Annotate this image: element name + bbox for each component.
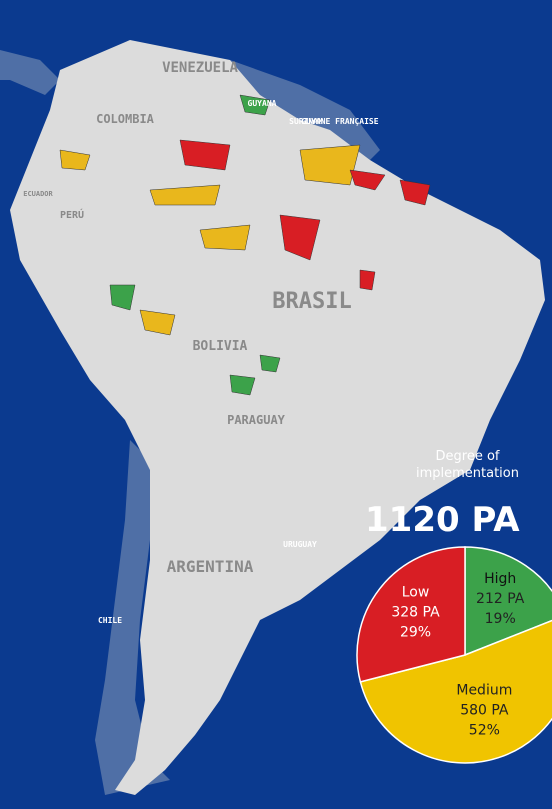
- map-page: VENEZUELA COLOMBIA GUYANA SURINAM GUYANE…: [0, 0, 552, 809]
- country-label: GUYANE FRANÇAISE: [301, 117, 378, 126]
- country-label: CHILE: [98, 616, 122, 625]
- legend-title: Degree of implementation: [405, 448, 530, 482]
- country-label: PERÚ: [60, 208, 84, 221]
- country-label: URUGUAY: [283, 540, 317, 549]
- country-label: VENEZUELA: [162, 60, 238, 76]
- slice-category: Medium: [456, 683, 512, 699]
- slice-percent: 29%: [400, 625, 431, 641]
- slice-category: High: [484, 571, 516, 587]
- slice-percent: 52%: [469, 723, 500, 739]
- country-label: ARGENTINA: [167, 557, 254, 576]
- slice-count: 328 PA: [391, 605, 440, 621]
- pie-chart: High 212 PA 19% Medium 580 PA 52% Low 328 PA 29%: [357, 547, 552, 763]
- country-label: ECUADOR: [23, 190, 53, 198]
- slice-count: 212 PA: [476, 591, 525, 607]
- slice-count: 580 PA: [460, 703, 509, 719]
- map: VENEZUELA COLOMBIA GUYANA SURINAM GUYANE…: [0, 0, 552, 809]
- slice-percent: 19%: [485, 611, 516, 627]
- country-label: BRASIL: [272, 289, 351, 314]
- country-label: BOLIVIA: [193, 339, 248, 354]
- country-label: PARAGUAY: [227, 413, 286, 427]
- country-label: GUYANA: [248, 99, 277, 108]
- country-label: COLOMBIA: [96, 112, 155, 126]
- total-label: 1120 PA: [365, 500, 552, 540]
- slice-category: Low: [402, 585, 430, 601]
